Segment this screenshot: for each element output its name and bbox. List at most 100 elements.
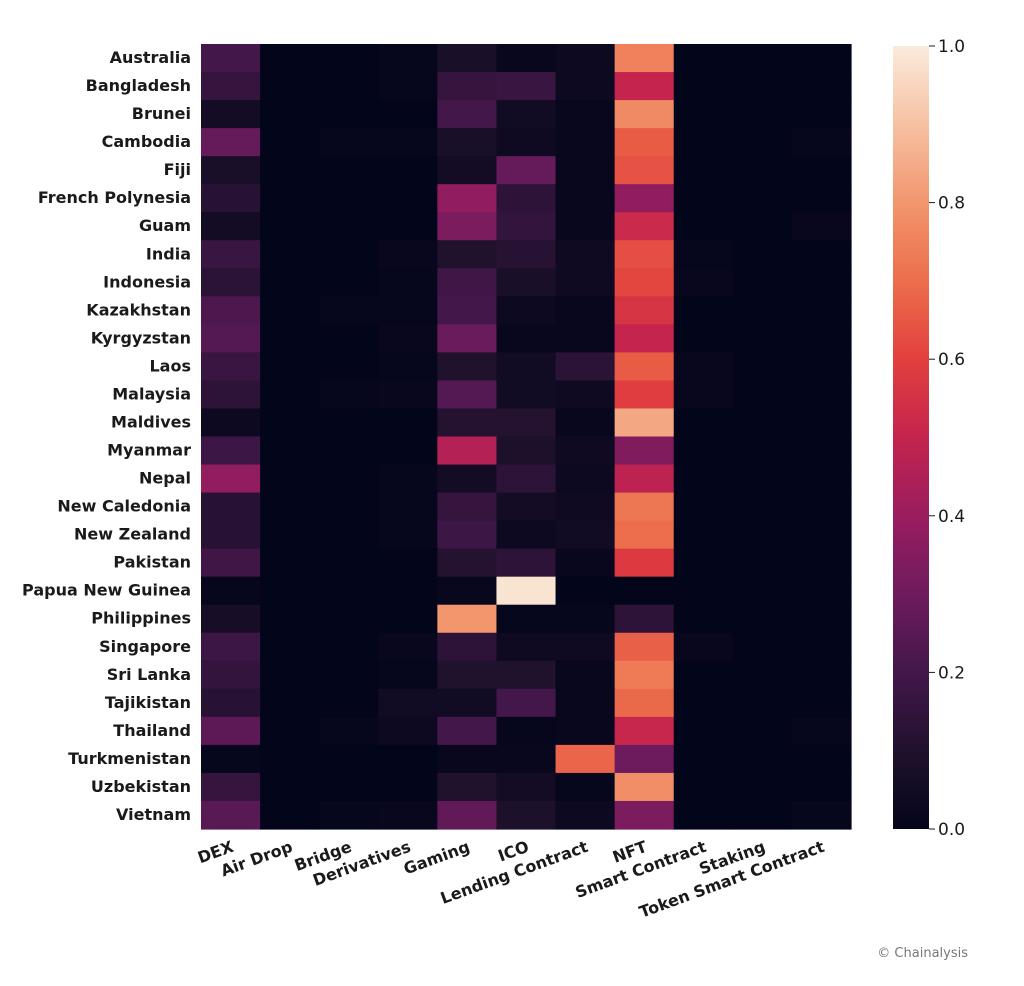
- heatmap-cell: [791, 240, 852, 269]
- heatmap-cell: [319, 632, 379, 662]
- row-label: Turkmenistan: [68, 749, 191, 768]
- heatmap-cell: [673, 268, 734, 297]
- heatmap-cell: [732, 688, 793, 718]
- heatmap-cell: [791, 604, 852, 634]
- heatmap-cell: [614, 492, 675, 522]
- heatmap-cell: [673, 156, 734, 185]
- heatmap-cell: [614, 716, 675, 746]
- heatmap-cell: [319, 660, 379, 690]
- row-label: Singapore: [99, 637, 191, 656]
- heatmap-cell: [732, 268, 793, 297]
- heatmap-cell: [555, 604, 616, 634]
- heatmap-cell: [614, 548, 675, 578]
- heatmap-cell: [437, 688, 498, 718]
- heatmap-cell: [555, 72, 616, 101]
- heatmap-cell: [555, 800, 616, 830]
- row-label: Tajikistan: [105, 693, 191, 712]
- heatmap-cell: [260, 548, 320, 578]
- heatmap-cell: [732, 44, 793, 73]
- heatmap-cell: [496, 268, 557, 297]
- heatmap-cell: [555, 100, 616, 129]
- row-label: Vietnam: [116, 805, 191, 824]
- heatmap-cell: [614, 688, 675, 718]
- heatmap-cell: [260, 296, 320, 325]
- heatmap-cell: [673, 800, 734, 830]
- heatmap-cell: [614, 408, 675, 438]
- heatmap-cell: [260, 464, 320, 494]
- heatmap-cell: [260, 408, 320, 438]
- row-label: Fiji: [164, 160, 191, 179]
- heatmap-cell: [673, 296, 734, 325]
- colorbar-tick-label: 0.0: [938, 820, 965, 840]
- heatmap-cell: [319, 156, 379, 185]
- heatmap-cell: [260, 632, 320, 662]
- heatmap-cell: [319, 352, 379, 382]
- heatmap-cell: [614, 436, 675, 466]
- row-label: French Polynesia: [38, 188, 191, 207]
- heatmap-cell: [614, 632, 675, 662]
- heatmap-cell: [437, 604, 498, 634]
- heatmap-cell: [791, 716, 852, 746]
- heatmap-cell: [437, 184, 498, 213]
- heatmap-cell: [437, 576, 498, 606]
- heatmap-cell: [319, 184, 379, 213]
- heatmap-cell: [732, 240, 793, 269]
- heatmap-cell: [732, 576, 793, 606]
- heatmap-cell: [260, 268, 320, 297]
- heatmap-cell: [673, 464, 734, 494]
- heatmap-cell: [555, 268, 616, 297]
- heatmap-cell: [614, 380, 675, 410]
- heatmap-cell: [496, 464, 557, 494]
- row-labels: Australia Bangladesh Brunei Cambodia Fiji Fre…: [22, 48, 191, 824]
- heatmap-cell: [319, 212, 379, 241]
- heatmap-cell: [732, 128, 793, 157]
- heatmap-cell: [378, 240, 438, 269]
- row-label: Malaysia: [112, 384, 191, 403]
- heatmap-cell: [201, 296, 261, 325]
- heatmap-cell: [437, 548, 498, 578]
- heatmap-cell: [260, 688, 320, 718]
- heatmap-cell: [673, 128, 734, 157]
- heatmap-cell: [201, 156, 261, 185]
- heatmap-cell: [791, 268, 852, 297]
- heatmap-cell: [614, 184, 675, 213]
- heatmap-cell: [555, 212, 616, 241]
- heatmap-cell: [201, 492, 261, 522]
- heatmap-cell: [260, 772, 320, 802]
- heatmap-cell: [614, 604, 675, 634]
- heatmap-cell: [614, 520, 675, 550]
- heatmap-cell: [555, 716, 616, 746]
- heatmap-cell: [496, 128, 557, 157]
- heatmap-cell: [319, 604, 379, 634]
- heatmap-cell: [496, 520, 557, 550]
- heatmap-cell: [732, 800, 793, 830]
- heatmap-cell: [614, 660, 675, 690]
- heatmap-cell: [732, 408, 793, 438]
- heatmap-cell: [555, 156, 616, 185]
- heatmap-cell: [555, 408, 616, 438]
- row-label: Laos: [149, 356, 191, 375]
- heatmap-cell: [555, 436, 616, 466]
- heatmap-cell: [496, 352, 557, 382]
- heatmap-cell: [614, 212, 675, 241]
- heatmap-cell: [673, 44, 734, 73]
- heatmap-cell: [791, 772, 852, 802]
- heatmap-cell: [791, 800, 852, 830]
- row-label: Brunei: [132, 104, 191, 123]
- heatmap-cell: [319, 716, 379, 746]
- heatmap-cell: [673, 548, 734, 578]
- colorbar-tick-label: 0.8: [938, 194, 965, 214]
- heatmap-cell: [614, 72, 675, 101]
- heatmap-cell: [319, 100, 379, 129]
- heatmap-cell: [437, 772, 498, 802]
- column-label: Gaming: [401, 837, 472, 878]
- heatmap-cell: [319, 44, 379, 73]
- heatmap-cell: [732, 604, 793, 634]
- row-label: India: [146, 244, 191, 263]
- colorbar-tick-label: 0.4: [938, 507, 965, 527]
- heatmap-cell: [673, 212, 734, 241]
- heatmap-cell: [437, 520, 498, 550]
- heatmap-cell: [614, 44, 675, 73]
